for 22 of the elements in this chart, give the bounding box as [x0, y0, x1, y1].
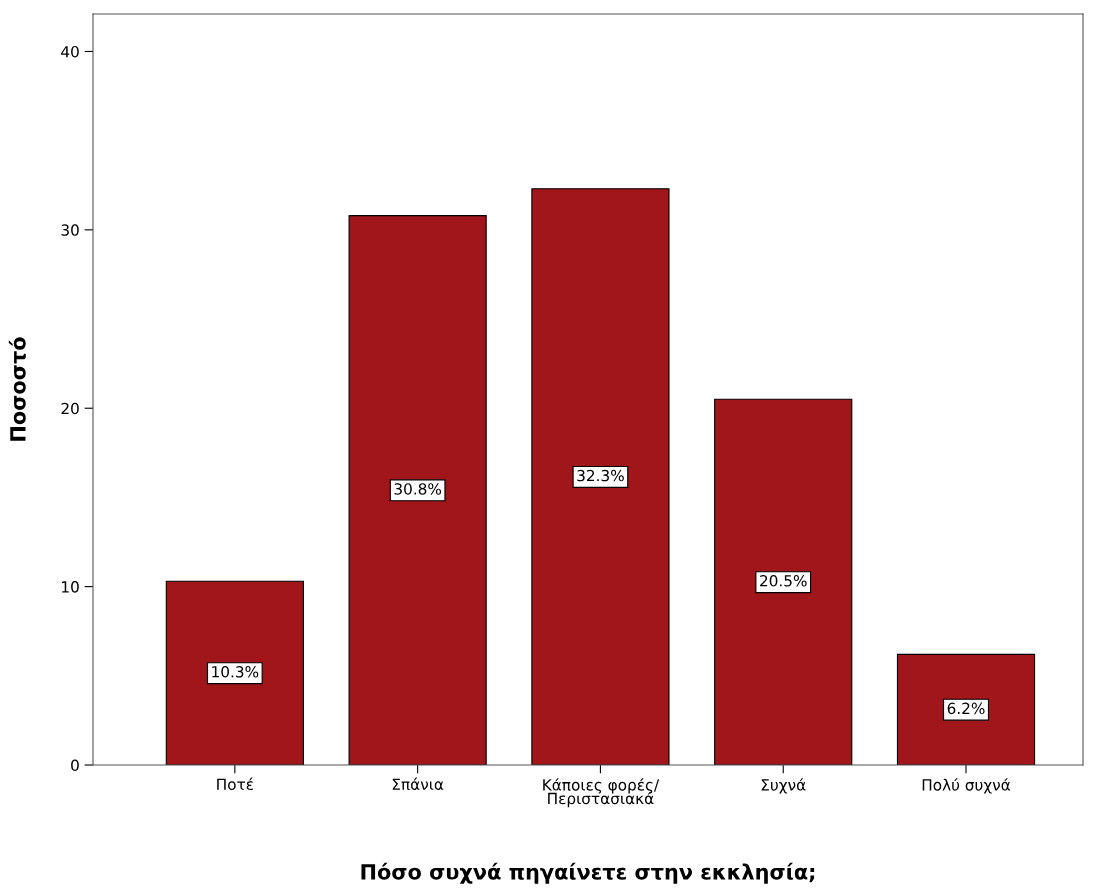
bar [531, 188, 670, 765]
y-tick-label: 30 [61, 224, 79, 236]
y-tick-label: 20 [61, 402, 79, 415]
x-tick-label: Πολύ συχνά [922, 778, 1011, 794]
y-tick-label: 40 [61, 45, 79, 58]
bar [896, 653, 1036, 765]
data-label: 10.3% [212, 666, 259, 678]
bar [714, 398, 853, 765]
bar [348, 215, 487, 765]
x-tick-label: Συχνά [761, 778, 806, 794]
bar [165, 580, 304, 765]
data-label: 6.2% [947, 702, 985, 715]
data-label: 30.8% [394, 483, 442, 495]
data-label: 20.5% [760, 575, 807, 587]
x-axis-title: Πόσο συχνά πηγαίνετε στην εκκλησία; [361, 862, 815, 884]
y-axis-title: Ποσοστό [8, 337, 26, 441]
y-tick-label: 10 [62, 581, 79, 593]
x-tick-label: Ποτέ [217, 777, 253, 791]
x-tick-label: Σπάνια [392, 777, 444, 791]
data-label: 32.3% [577, 469, 624, 482]
x-tick-label: Κάποιες φορές/ Περιστασιακά [543, 778, 660, 808]
y-tick-label: 0 [71, 759, 79, 772]
